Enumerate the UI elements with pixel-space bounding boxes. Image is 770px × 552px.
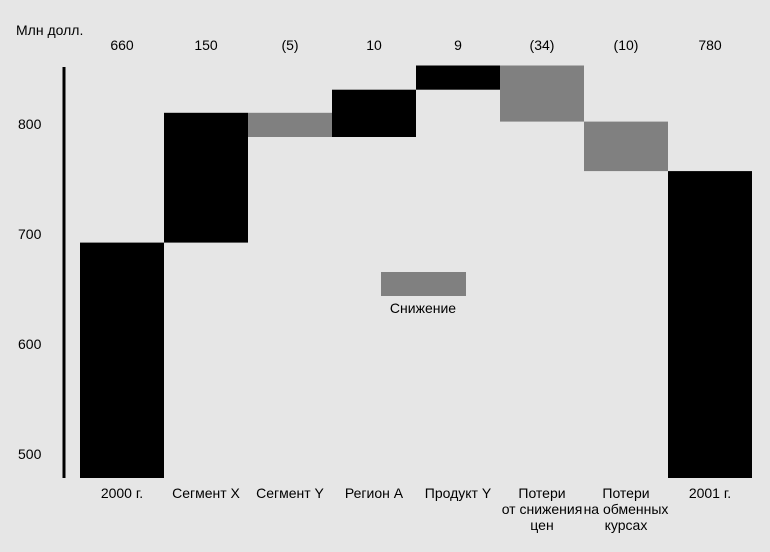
legend-swatch-decrease [381,272,466,296]
value-label-1: 660 [110,37,134,53]
bar-5 [416,65,500,90]
y-axis: 500 600 700 800 [18,67,66,478]
bar-4 [332,89,416,137]
value-labels: 660 150 (5) 10 9 (34) (10) 780 [110,37,722,53]
legend-label: Снижение [390,300,456,316]
y-tick-label-3: 700 [18,226,42,242]
x-tick-label-6-1: Потери [518,485,565,501]
bar-8 [668,171,752,478]
x-tick-label-5-1: Продукт Y [425,485,492,501]
x-axis-labels: 2000 г. Сегмент X Сегмент Y Регион А Продукт… [101,485,731,533]
legend: Снижение [381,272,466,316]
value-label-6: (34) [530,37,555,53]
x-tick-label-1-1: 2000 г. [101,485,143,501]
x-tick-label-4-1: Регион А [345,485,404,501]
y-unit-label: Млн долл. [16,22,83,38]
x-tick-label-6-3: цен [530,517,553,533]
bar-1 [80,242,164,478]
value-label-3: (5) [281,37,298,53]
x-tick-label-7-1: Потери [602,485,649,501]
value-label-7: (10) [614,37,639,53]
value-label-8: 780 [698,37,722,53]
y-tick-label-1: 500 [18,446,42,462]
bar-7 [584,121,668,172]
value-label-2: 150 [194,37,218,53]
x-tick-label-3-1: Сегмент Y [256,485,324,501]
bar-2 [164,112,248,243]
value-label-4: 10 [366,37,382,53]
x-tick-label-7-2: на обменных [584,501,669,517]
x-tick-label-2-1: Сегмент X [172,485,240,501]
bar-3 [248,112,332,137]
bars [80,65,752,478]
value-label-5: 9 [454,37,462,53]
y-tick-label-2: 600 [18,336,42,352]
x-tick-label-6-2: от снижения [502,501,583,517]
y-tick-label-4: 800 [18,116,42,132]
x-tick-label-7-3: курсах [605,517,648,533]
x-tick-label-8-1: 2001 г. [689,485,731,501]
bar-6 [500,65,584,122]
